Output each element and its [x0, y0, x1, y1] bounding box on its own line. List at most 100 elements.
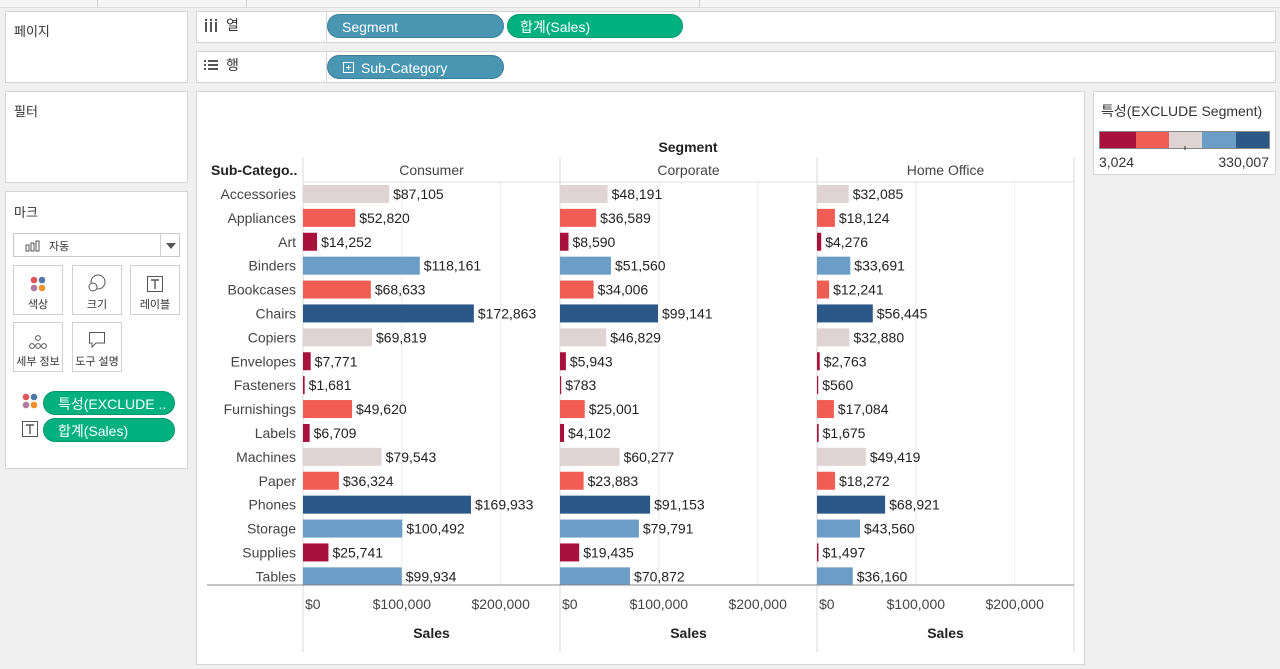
detail-button-label: 세부 정보 [16, 356, 60, 368]
bar [817, 208, 835, 227]
bar-chart-icon [25, 240, 40, 252]
bar [817, 567, 853, 586]
bar [560, 352, 566, 371]
category-label: Supplies [242, 544, 296, 560]
category-label: Furnishings [224, 401, 296, 417]
data-label: $43,560 [864, 521, 915, 537]
data-label: $79,791 [643, 521, 694, 537]
bar-chart: Segment Sub-Catego.. Consumer Corporate Home… [207, 139, 1075, 652]
data-label: $99,934 [406, 568, 457, 584]
bar [303, 519, 403, 538]
bar [303, 256, 420, 275]
mark-type-dropdown[interactable]: 자동 [13, 233, 180, 257]
data-label: $48,191 [612, 186, 663, 202]
bar [303, 184, 390, 203]
size-circles-icon [88, 274, 106, 292]
filters-title: 필터 [14, 104, 38, 119]
bar [303, 304, 474, 323]
bar [817, 400, 834, 419]
x-tick-label: $100,000 [887, 596, 946, 612]
bar [303, 400, 353, 419]
category-label: Paper [259, 473, 297, 489]
bar [303, 567, 402, 586]
color-dots-icon [30, 276, 46, 292]
tooltip-button[interactable]: 도구 설명 [72, 322, 122, 372]
color-field-icon [22, 393, 38, 409]
segment-label: Corporate [657, 162, 719, 178]
segment-label: Home Office [907, 162, 985, 178]
x-tick-label: $200,000 [985, 596, 1044, 612]
detail-button[interactable]: 세부 정보 [13, 322, 63, 372]
sub-category-pill[interactable]: Sub-Category [327, 55, 504, 79]
segment-header: Segment [658, 139, 717, 155]
data-label: $51,560 [615, 258, 666, 274]
category-label: Storage [247, 521, 296, 537]
filters-panel[interactable]: 필터 [5, 91, 188, 183]
segment-pill[interactable]: Segment [327, 14, 504, 38]
data-label: $70,872 [634, 568, 685, 584]
data-label: $32,085 [853, 186, 904, 202]
detail-dots-icon [29, 335, 47, 349]
columns-icon [205, 18, 217, 32]
label-button[interactable]: 레이블 [130, 265, 180, 315]
legend-swatch [1169, 131, 1202, 149]
category-label: Machines [236, 449, 296, 465]
x-axis-title: Sales [413, 625, 450, 641]
data-label: $7,771 [315, 353, 358, 369]
color-button[interactable]: 색상 [13, 265, 63, 315]
bar [560, 423, 565, 442]
bar [560, 567, 631, 586]
label-field-pill[interactable]: 합계(Sales) [43, 418, 175, 442]
data-label: $49,419 [870, 449, 921, 465]
data-label: $1,497 [822, 544, 865, 560]
bar [817, 352, 820, 371]
data-label: $25,001 [589, 401, 640, 417]
color-field-pill[interactable]: 특성(EXCLUDE .. [43, 391, 175, 415]
bar [560, 256, 611, 275]
bar [817, 423, 819, 442]
category-label: Copiers [248, 329, 296, 345]
bar [560, 543, 580, 562]
color-button-label: 색상 [27, 299, 49, 311]
category-label: Tables [256, 568, 296, 584]
color-legend: 특성(EXCLUDE Segment) 3,024 330,007 [1093, 91, 1276, 175]
bar [817, 184, 849, 203]
data-label: $68,921 [889, 497, 940, 513]
columns-shelf-header: 열 [204, 15, 239, 35]
bar [817, 256, 851, 275]
pages-title: 페이지 [14, 24, 50, 39]
legend-max: 330,007 [1218, 154, 1269, 170]
bar [560, 400, 585, 419]
sub-category-pill-label: Sub-Category [361, 60, 448, 76]
data-label: $34,006 [598, 282, 649, 298]
pages-panel: 페이지 [5, 11, 188, 83]
size-button[interactable]: 크기 [72, 265, 122, 315]
sum-sales-pill[interactable]: 합계(Sales) [507, 14, 683, 38]
x-tick-label: $0 [305, 596, 321, 612]
bar [303, 447, 382, 466]
expand-plus-icon[interactable] [343, 62, 354, 73]
legend-swatch [1236, 131, 1270, 149]
data-label: $1,675 [823, 425, 866, 441]
data-label: $56,445 [877, 305, 928, 321]
data-label: $99,141 [662, 305, 713, 321]
label-field-icon [22, 421, 38, 437]
bar [560, 328, 607, 347]
bar [303, 471, 339, 490]
top-toolbar-strip [0, 0, 1280, 8]
bar [303, 495, 471, 514]
x-axis-title: Sales [670, 625, 707, 641]
bar [817, 280, 830, 299]
data-label: $783 [565, 377, 596, 393]
data-label: $14,252 [321, 234, 372, 250]
bar [303, 376, 305, 395]
bar [817, 447, 866, 466]
legend-title: 특성(EXCLUDE Segment) [1101, 103, 1263, 119]
category-label: Accessories [221, 186, 296, 202]
data-label: $19,435 [583, 544, 634, 560]
legend-swatch [1202, 131, 1236, 149]
bar [817, 543, 819, 562]
bar [560, 304, 658, 323]
data-label: $36,160 [857, 568, 908, 584]
data-label: $17,084 [838, 401, 889, 417]
